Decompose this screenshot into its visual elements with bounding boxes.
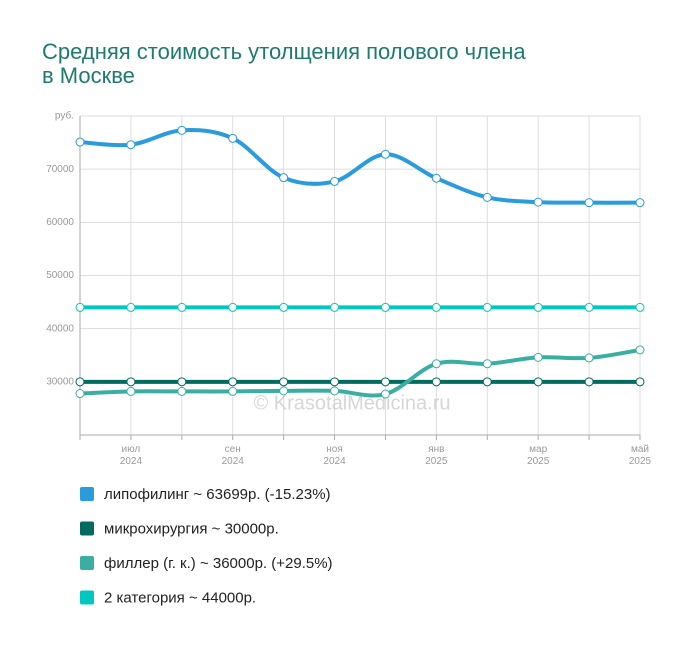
- x-tick-label: янв 2025: [425, 444, 448, 467]
- point-marker: [126, 386, 136, 396]
- point-marker: [482, 192, 492, 202]
- point-marker: [431, 377, 441, 387]
- point-marker: [584, 302, 594, 312]
- point-marker: [177, 302, 187, 312]
- point-marker: [431, 359, 441, 369]
- point-marker: [279, 173, 289, 183]
- point-marker: [482, 359, 492, 369]
- point-marker: [75, 377, 85, 387]
- watermark: © KrasotalMedicina.ru: [253, 392, 450, 414]
- point-marker: [126, 377, 136, 387]
- point-marker: [279, 377, 289, 387]
- point-marker: [228, 386, 238, 396]
- chart-title: в Москве: [42, 63, 135, 88]
- point-marker: [380, 377, 390, 387]
- legend-swatch: [80, 590, 94, 605]
- point-marker: [584, 377, 594, 387]
- point-marker: [635, 198, 645, 208]
- point-marker: [482, 377, 492, 387]
- x-tick-label: ноя 2024: [323, 444, 346, 467]
- y-tick-label: 30000: [46, 376, 74, 387]
- point-marker: [228, 377, 238, 387]
- point-marker: [228, 302, 238, 312]
- point-marker: [584, 198, 594, 208]
- point-marker: [533, 352, 543, 362]
- point-marker: [228, 133, 238, 143]
- point-marker: [482, 302, 492, 312]
- point-marker: [330, 302, 340, 312]
- point-marker: [279, 302, 289, 312]
- point-marker: [75, 302, 85, 312]
- y-tick-label: руб.: [55, 110, 74, 122]
- x-tick-label: май 2025: [629, 444, 652, 467]
- point-marker: [431, 302, 441, 312]
- point-marker: [380, 302, 390, 312]
- y-tick-label: 50000: [46, 270, 74, 281]
- legend-label: 2 категория ~ 44000р.: [104, 589, 256, 606]
- point-marker: [584, 353, 594, 363]
- x-tick-label: мар 2025: [527, 444, 550, 467]
- point-marker: [330, 176, 340, 186]
- y-tick-label: 70000: [46, 164, 74, 175]
- legend-swatch: [80, 487, 94, 501]
- point-marker: [533, 377, 543, 387]
- point-marker: [431, 173, 441, 183]
- point-marker: [635, 345, 645, 355]
- legend-label: липофилинг ~ 63699р. (-15.23%): [104, 486, 331, 503]
- point-marker: [75, 137, 85, 147]
- legend-swatch: [80, 556, 94, 570]
- series-line: [79, 128, 641, 205]
- point-marker: [177, 377, 187, 387]
- y-tick-label: 40000: [46, 323, 74, 334]
- point-marker: [177, 386, 187, 396]
- x-tick-label: сен 2024: [222, 444, 245, 467]
- point-marker: [126, 140, 136, 150]
- point-marker: [330, 377, 340, 387]
- point-marker: [380, 149, 390, 159]
- point-marker: [126, 302, 136, 312]
- point-marker: [177, 125, 187, 135]
- x-tick-label: июл 2024: [120, 444, 143, 467]
- legend-swatch: [80, 521, 94, 536]
- chart-title: Средняя стоимость утолщения полового чле…: [42, 39, 526, 64]
- point-marker: [635, 302, 645, 312]
- legend-label: микрохирургия ~ 30000р.: [104, 520, 279, 537]
- point-marker: [533, 302, 543, 312]
- point-marker: [279, 386, 289, 396]
- y-tick-label: 60000: [46, 217, 74, 228]
- point-marker: [380, 389, 390, 399]
- series-line: [79, 347, 641, 398]
- point-marker: [75, 389, 85, 399]
- legend-label: филлер (г. к.) ~ 36000р. (+29.5%): [104, 555, 333, 572]
- point-marker: [533, 197, 543, 207]
- point-marker: [635, 377, 645, 387]
- point-marker: [330, 386, 340, 396]
